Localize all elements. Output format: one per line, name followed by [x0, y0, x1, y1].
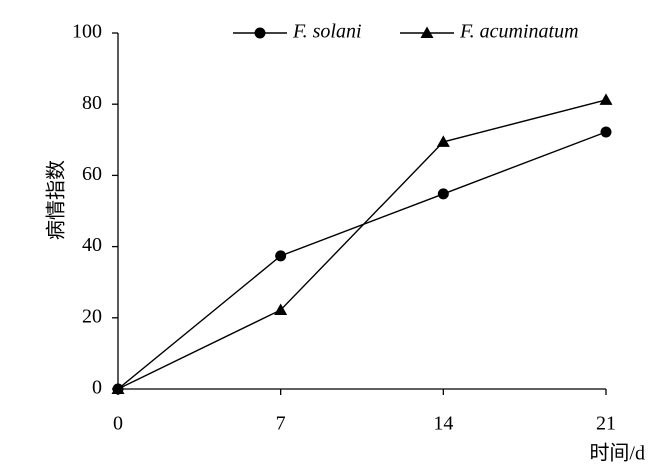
marker — [600, 126, 612, 138]
y-tick-label: 20 — [82, 305, 102, 327]
x-tick-label: 0 — [113, 413, 123, 435]
series-line — [117, 131, 607, 390]
x-tick-label: 7 — [276, 413, 286, 435]
marker — [437, 188, 449, 200]
x-tick-label: 21 — [596, 413, 616, 435]
y-tick-label: 40 — [82, 234, 102, 256]
marker — [111, 382, 125, 394]
marker — [436, 135, 450, 147]
legend-marker — [420, 26, 434, 38]
x-axis-label: 时间/d — [589, 442, 645, 465]
y-tick-label: 0 — [92, 377, 102, 399]
y-axis-label: 病情指数 — [45, 160, 68, 240]
marker — [275, 250, 287, 262]
legend-label: F. solani — [292, 21, 362, 43]
marker — [599, 93, 613, 105]
y-tick-label: 100 — [72, 21, 102, 43]
series-line — [117, 99, 607, 390]
marker — [274, 303, 288, 315]
legend-marker — [254, 27, 266, 39]
y-tick-label: 80 — [82, 92, 102, 114]
legend-label: F. acuminatum — [459, 21, 579, 43]
x-tick-label: 14 — [433, 413, 453, 435]
y-tick-label: 60 — [82, 163, 102, 185]
